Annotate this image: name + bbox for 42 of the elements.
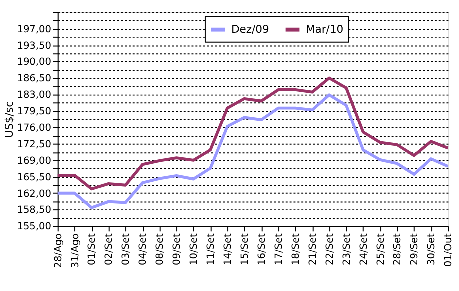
x-tick-label: 08/Set bbox=[155, 233, 166, 266]
x-tick-label: 24/Set bbox=[358, 233, 370, 266]
y-tick-label: 183,00 bbox=[17, 90, 52, 102]
legend-label: Dez/09 bbox=[231, 22, 270, 36]
y-tick-label: 176,00 bbox=[17, 122, 52, 134]
y-tick-label: 165,50 bbox=[17, 172, 52, 184]
y-tick-label: 155,00 bbox=[17, 222, 52, 233]
x-tick-label: 16/Set bbox=[256, 233, 268, 266]
x-tick-label: 01/Set bbox=[87, 233, 98, 266]
y-tick-label: 162,00 bbox=[17, 188, 52, 200]
x-tick-label: 21/Set bbox=[308, 233, 319, 266]
x-tick-label: 25/Set bbox=[376, 233, 387, 266]
y-axis-title: US$/sc bbox=[3, 101, 16, 138]
y-tick-label: 197,00 bbox=[17, 24, 52, 36]
x-tick-label: 29/Set bbox=[410, 233, 421, 266]
y-tick-label: 169,00 bbox=[17, 156, 52, 167]
x-tick-label: 17/Set bbox=[274, 233, 285, 266]
legend-label: Mar/10 bbox=[306, 22, 344, 36]
y-tick-label: 193,50 bbox=[17, 40, 52, 52]
x-tick-label: 10/Set bbox=[189, 233, 200, 266]
x-tick-label: 04/Set bbox=[138, 233, 150, 266]
x-tick-label: 23/Set bbox=[342, 233, 353, 266]
x-tick-label: 28/Set bbox=[392, 233, 404, 266]
x-tick-label: 30/Set bbox=[426, 233, 438, 266]
x-tick-label: 02/Set bbox=[104, 233, 116, 266]
y-tick-label: 158,50 bbox=[17, 205, 52, 216]
x-tick-label: 28/Ago bbox=[53, 234, 64, 268]
x-tick-label: 14/Set bbox=[223, 233, 234, 266]
x-tick-label: 31/Ago bbox=[70, 234, 82, 268]
x-tick-label: 15/Set bbox=[240, 233, 251, 266]
x-tick-label: 22/Set bbox=[324, 233, 336, 266]
x-tick-label: 11/Set bbox=[206, 233, 218, 266]
y-tick-label: 186,50 bbox=[17, 74, 52, 85]
x-tick-label: 18/Set bbox=[290, 233, 302, 266]
y-tick-label: 172,50 bbox=[17, 139, 52, 150]
line-series bbox=[56, 94, 450, 210]
x-tick-label: 03/Set bbox=[121, 233, 132, 266]
x-tick-label: 01/Out bbox=[444, 233, 455, 268]
x-tick-label: 09/Set bbox=[172, 233, 184, 266]
y-tick-label: 190,00 bbox=[17, 57, 52, 68]
line-series bbox=[56, 76, 450, 191]
y-tick-label: 179,50 bbox=[17, 106, 52, 118]
